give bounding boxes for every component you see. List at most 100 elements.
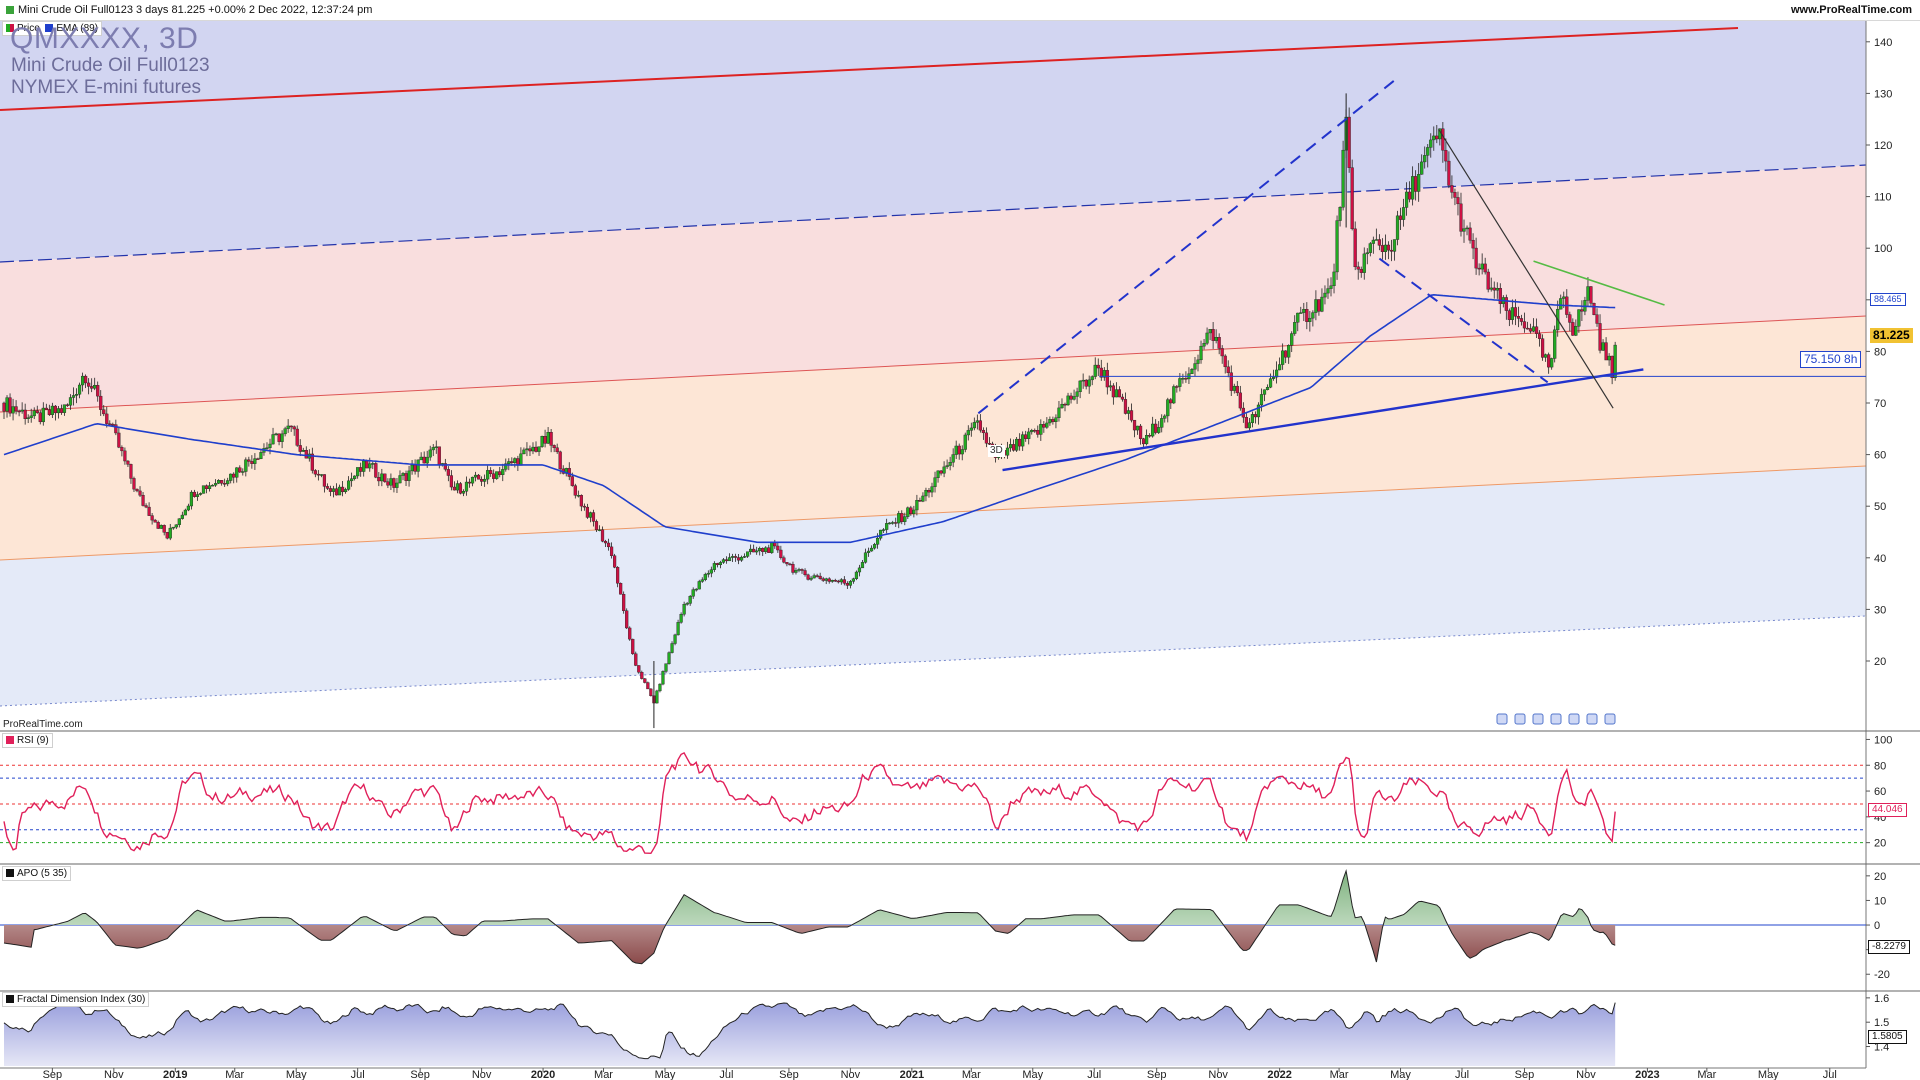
fdi-legend[interactable]: Fractal Dimension Index (30) [2, 992, 150, 1007]
apo-legend[interactable]: APO (5 35) [2, 866, 72, 881]
candle-body [504, 463, 508, 470]
candle-body [1296, 312, 1300, 323]
candle-body [147, 506, 151, 516]
candle-body [1099, 367, 1103, 378]
candle-body [1371, 239, 1375, 244]
candle-body [310, 453, 314, 471]
candle-body [96, 385, 100, 397]
x-tick-label: Mar [594, 1069, 613, 1080]
candle-body [1362, 253, 1366, 273]
event-marker-icon [1532, 713, 1544, 725]
candle-body [1386, 244, 1391, 251]
candle-body [1541, 338, 1545, 358]
candle-body [1123, 399, 1128, 414]
candle-body [50, 405, 54, 415]
candle-body [32, 410, 36, 417]
candle-body [1033, 430, 1037, 432]
candle-body [1235, 385, 1239, 394]
candle-body [1383, 244, 1388, 252]
candle-body [1271, 376, 1276, 379]
candle-body [183, 509, 187, 516]
candle-body [371, 463, 375, 465]
candle-body [1160, 418, 1164, 428]
x-tick-label: Nov [104, 1069, 124, 1080]
candle-body [746, 551, 750, 557]
candle-body [346, 480, 351, 490]
candle-body [1208, 329, 1212, 334]
candle-body [144, 505, 148, 508]
candle-body [174, 524, 178, 528]
candle-body [752, 548, 756, 553]
candle-body [1141, 438, 1146, 445]
candle-body [1205, 332, 1209, 344]
candle-body [528, 448, 532, 452]
candle-body [47, 409, 51, 415]
candle-body [274, 433, 278, 436]
x-tick-label: Sep [1515, 1069, 1535, 1080]
candle-body [915, 500, 919, 511]
candle-body [204, 485, 209, 490]
candle-body [619, 583, 623, 595]
candle-body [972, 422, 976, 429]
candle-body [1368, 243, 1372, 253]
x-tick-label: Nov [1208, 1069, 1228, 1080]
candle-body [1365, 252, 1369, 255]
candle-body [189, 491, 194, 507]
downtrend-line [1438, 129, 1614, 409]
candle-body [1465, 227, 1469, 230]
candle-body [848, 581, 852, 586]
x-tick-label: Sep [410, 1069, 430, 1080]
channel-upper-dashed-trendline [977, 77, 1399, 415]
candle-body [1287, 345, 1291, 358]
candle-body [900, 513, 904, 522]
candle-body [428, 449, 432, 458]
candle-body [1238, 392, 1242, 409]
candle-body [1120, 396, 1125, 400]
candle-body [1553, 329, 1557, 359]
candle-body [1220, 348, 1224, 357]
candle-body [1102, 370, 1106, 378]
candle-body [706, 572, 710, 575]
candle-body [603, 540, 608, 544]
candle-body [960, 449, 964, 455]
candle-body [1317, 299, 1321, 312]
candle-body [1395, 215, 1400, 240]
timeframe-label: 3D [988, 445, 1005, 457]
candle-body [395, 482, 399, 488]
candle-body [966, 430, 970, 436]
price-legend[interactable]: Price EMA (89) [2, 21, 103, 36]
site-link[interactable]: www.ProRealTime.com [1790, 4, 1912, 16]
candle-body [359, 467, 363, 472]
candle-body [1537, 333, 1542, 339]
candle-body [637, 665, 641, 673]
candle-body [854, 571, 859, 579]
candle-body [827, 578, 831, 582]
candle-body [1504, 297, 1508, 311]
rsi-legend[interactable]: RSI (9) [2, 733, 53, 748]
candle-body [782, 557, 786, 563]
candle-body [464, 481, 469, 492]
candle-body [718, 562, 723, 566]
candle-body [1178, 378, 1182, 387]
candle-body [1259, 394, 1264, 406]
candle-body [700, 579, 704, 582]
candle-body [1480, 263, 1484, 270]
candle-body [35, 410, 39, 414]
exchange-name: NYMEX E-mini futures [11, 77, 202, 98]
support-level-tag[interactable]: 75.150 8h [1800, 351, 1862, 368]
candle-body [84, 375, 88, 384]
candle-body [531, 446, 535, 452]
candle-body [845, 583, 849, 586]
candle-body [77, 384, 82, 395]
candle-body [265, 447, 269, 449]
candle-body [1586, 286, 1590, 301]
channel-band-upper [0, 165, 1866, 412]
candle-body [1513, 307, 1518, 317]
candle-body [235, 467, 239, 478]
fdi-swatch-icon [6, 995, 14, 1003]
candle-body [1154, 423, 1158, 433]
candle-body [407, 470, 411, 481]
candle-body [1314, 299, 1318, 313]
candle-body [812, 575, 816, 579]
